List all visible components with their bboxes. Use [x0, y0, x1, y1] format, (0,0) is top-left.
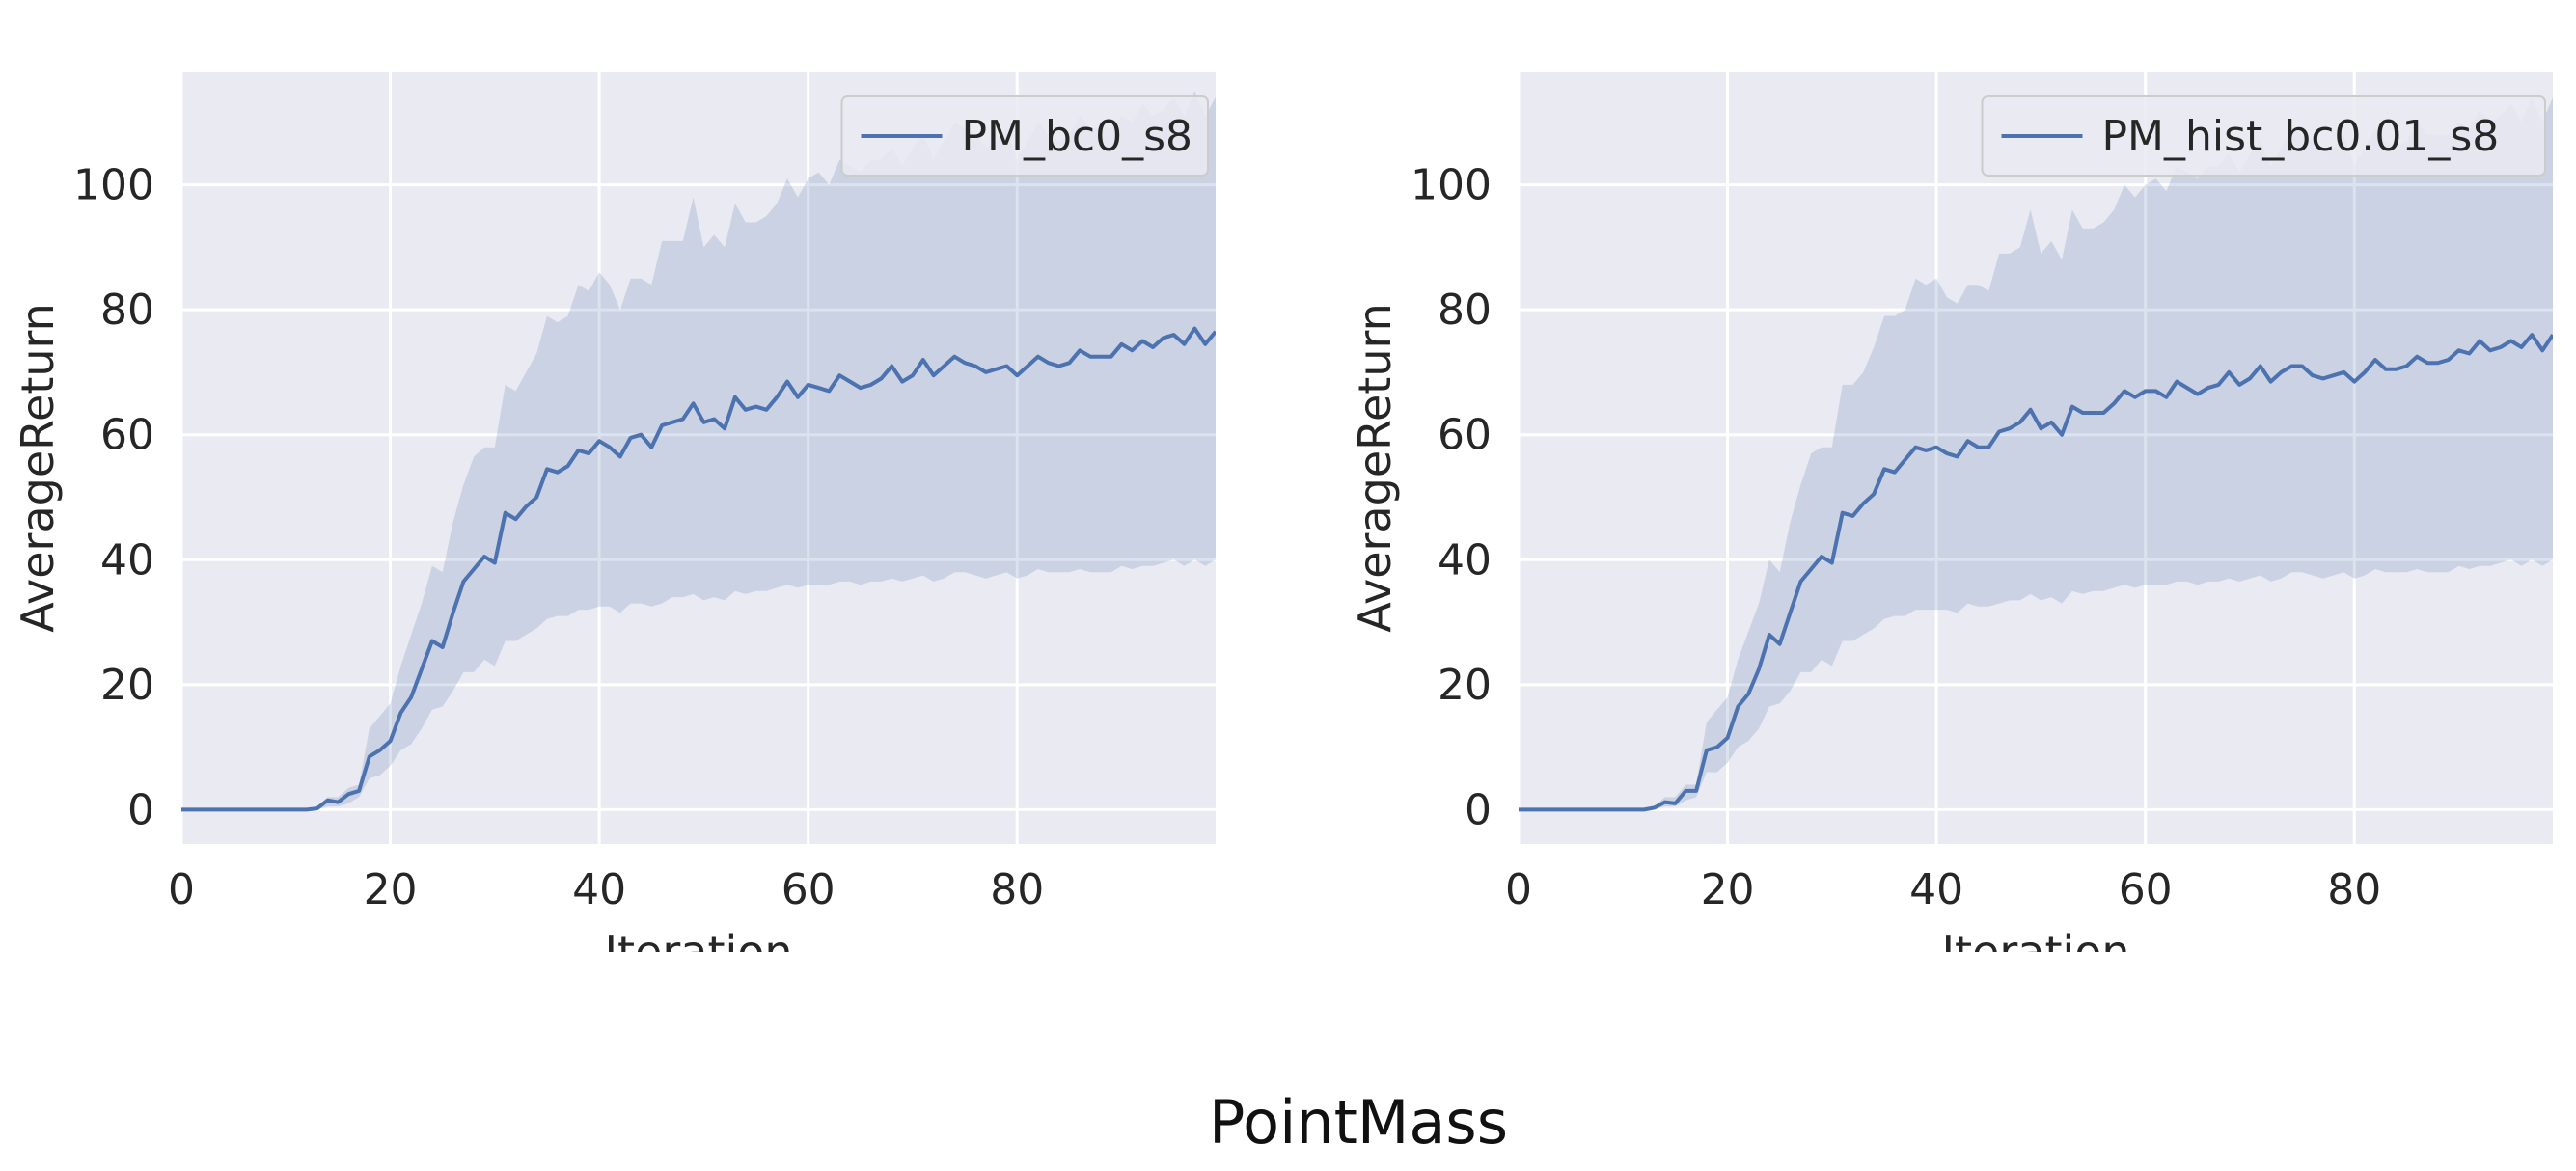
confidence-band — [181, 91, 1216, 810]
series-line — [1519, 333, 2553, 812]
y-tick-label: 20 — [100, 661, 154, 710]
x-tick-label: 20 — [364, 865, 418, 914]
y-tick-label: 80 — [1438, 286, 1492, 335]
series-line — [181, 326, 1216, 812]
y-axis-label: AverageReturn — [1349, 303, 1401, 633]
x-axis-label: Iteration — [1941, 926, 2129, 978]
y-tick-label: 60 — [1438, 411, 1492, 460]
y-tick-label: 40 — [1438, 535, 1492, 585]
y-tick-label: 20 — [1438, 661, 1492, 710]
x-tick-label: 40 — [1909, 865, 1963, 914]
x-tick-label: 80 — [2327, 865, 2381, 914]
x-tick-label: 0 — [168, 865, 195, 914]
x-tick-label: 60 — [2119, 865, 2173, 914]
plot-area — [1519, 72, 2553, 844]
x-tick-label: 0 — [1505, 865, 1532, 914]
y-tick-label: 40 — [100, 535, 154, 585]
legend-box — [1981, 95, 2546, 177]
legend-label: PM_hist_bc0.01_s8 — [2102, 112, 2500, 161]
y-tick-label: 0 — [127, 785, 154, 834]
legend: PM_hist_bc0.01_s8 — [1981, 95, 2546, 177]
x-axis-label: Iteration — [604, 926, 792, 978]
legend-label: PM_bc0_s8 — [962, 112, 1193, 161]
x-tick-label: 60 — [781, 865, 836, 914]
legend-box — [840, 95, 1209, 177]
y-tick-label: 60 — [100, 411, 154, 460]
x-tick-label: 80 — [990, 865, 1044, 914]
y-tick-label: 100 — [73, 161, 154, 210]
x-tick-label: 20 — [1701, 865, 1755, 914]
x-tick-label: 40 — [572, 865, 626, 914]
y-tick-label: 80 — [100, 286, 154, 335]
legend: PM_bc0_s8 — [840, 95, 1209, 177]
plot-area — [181, 72, 1216, 844]
y-axis-label: AverageReturn — [12, 303, 64, 633]
chart-panel-left: 0 20 40 60 80 100 0 20 40 60 80 Iteration AverageRet… — [12, 72, 1216, 978]
chart-panel-right: 0 20 40 60 80 100 0 20 40 60 80 Iteration AverageRet… — [1349, 72, 2553, 978]
confidence-band — [1519, 96, 2553, 810]
y-tick-label: 0 — [1465, 785, 1492, 834]
y-tick-label: 100 — [1411, 161, 1492, 210]
figure-title: PointMass — [1209, 1087, 1508, 1157]
